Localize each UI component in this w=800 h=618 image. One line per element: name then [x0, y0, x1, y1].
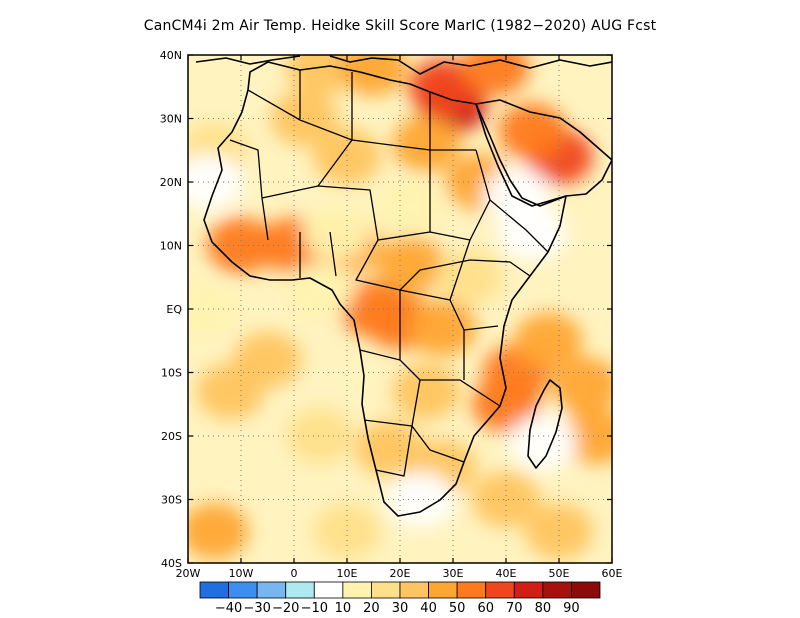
lon-tick-label: 10W — [229, 567, 254, 580]
lat-tick-label: EQ — [166, 303, 182, 316]
skill-region — [551, 357, 612, 414]
colorbar-label: −30 — [243, 601, 270, 616]
colorbar-swatch — [285, 581, 315, 599]
colorbar-swatch — [342, 581, 372, 599]
skill-region — [376, 236, 445, 293]
colorbar-label: 50 — [449, 601, 466, 616]
lon-tick-label: 20E — [390, 567, 411, 580]
skill-region — [472, 471, 540, 528]
lon-tick-label: 60E — [602, 567, 623, 580]
europe-coast — [195, 55, 612, 75]
colorbar-swatch — [485, 581, 515, 599]
lat-tick-label: 20N — [160, 176, 182, 189]
colorbar-label: −10 — [301, 601, 328, 616]
skill-region — [313, 503, 381, 560]
lon-tick-label: 40E — [496, 567, 517, 580]
colorbar-label: 40 — [420, 601, 437, 616]
coastlines — [195, 55, 612, 517]
skill-region — [387, 471, 456, 528]
colorbar-swatch — [228, 581, 258, 599]
colorbar-swatch — [256, 581, 287, 599]
skill-region — [509, 414, 578, 471]
colorbar-label: 60 — [477, 601, 494, 616]
colorbar-label: 20 — [363, 601, 380, 616]
madagascar-coast — [527, 379, 563, 469]
lat-tick-label: 30N — [160, 113, 182, 126]
lon-tick-label: 20W — [176, 567, 201, 580]
lat-tick-label: 30S — [161, 494, 182, 507]
colorbar-swatch — [571, 581, 601, 599]
colorbar: −40 −30 −20 −10 10 20 30 40 50 60 70 80 90 — [199, 581, 601, 616]
colorbar-label: 30 — [392, 601, 409, 616]
skill-region — [482, 166, 551, 223]
skill-region — [408, 300, 477, 357]
chart-title: CanCM4i 2m Air Temp. Heidke Skill Score … — [143, 18, 657, 34]
skill-region — [313, 128, 381, 185]
lat-tick-label: 40N — [160, 49, 182, 62]
arabia-coast — [475, 99, 612, 207]
skill-region — [270, 90, 339, 147]
skill-region — [286, 261, 355, 318]
colorbar-swatch — [513, 581, 544, 599]
skill-region — [376, 179, 445, 236]
colorbar-label: −20 — [272, 601, 299, 616]
skill-region — [392, 363, 461, 420]
colorbar-label: 80 — [535, 601, 552, 616]
lat-tick-label: 10N — [160, 240, 182, 253]
lat-tick-label: 20S — [161, 430, 182, 443]
colorbar-swatch — [199, 581, 229, 599]
colorbar-swatch — [399, 581, 429, 599]
colorbar-label: 90 — [563, 601, 580, 616]
gridlines — [188, 55, 612, 563]
skill-region — [514, 312, 583, 369]
skill-region — [461, 55, 530, 96]
skill-region — [498, 103, 567, 160]
colorbar-swatch — [456, 581, 487, 599]
colorbar-swatch — [313, 581, 344, 599]
lon-tick-label: 0 — [291, 567, 298, 580]
skill-region — [188, 503, 249, 560]
lon-tick-label: 30E — [443, 567, 464, 580]
skill-field — [188, 55, 612, 560]
skill-region — [392, 115, 461, 172]
colorbar-label: 10 — [335, 601, 352, 616]
skill-region — [188, 281, 238, 337]
skill-region — [434, 249, 503, 306]
skill-region — [196, 363, 265, 420]
lat-tick-label: 40S — [161, 557, 182, 570]
skill-region — [302, 204, 371, 261]
skill-region — [188, 154, 244, 210]
country-borders — [229, 70, 549, 477]
skill-region — [286, 55, 355, 96]
lon-tick-label: 50E — [549, 567, 570, 580]
skill-region — [286, 408, 355, 464]
colorbar-swatch — [371, 581, 401, 599]
colorbar-label: −40 — [215, 601, 242, 616]
africa-coast — [203, 61, 567, 517]
lon-tick-label: 10E — [337, 567, 358, 580]
skill-region — [525, 503, 593, 560]
colorbar-swatch — [428, 581, 458, 599]
colorbar-swatch — [542, 581, 572, 599]
lat-tick-label: 10S — [161, 367, 182, 380]
colorbar-label: 70 — [506, 601, 523, 616]
skill-region — [339, 55, 408, 96]
